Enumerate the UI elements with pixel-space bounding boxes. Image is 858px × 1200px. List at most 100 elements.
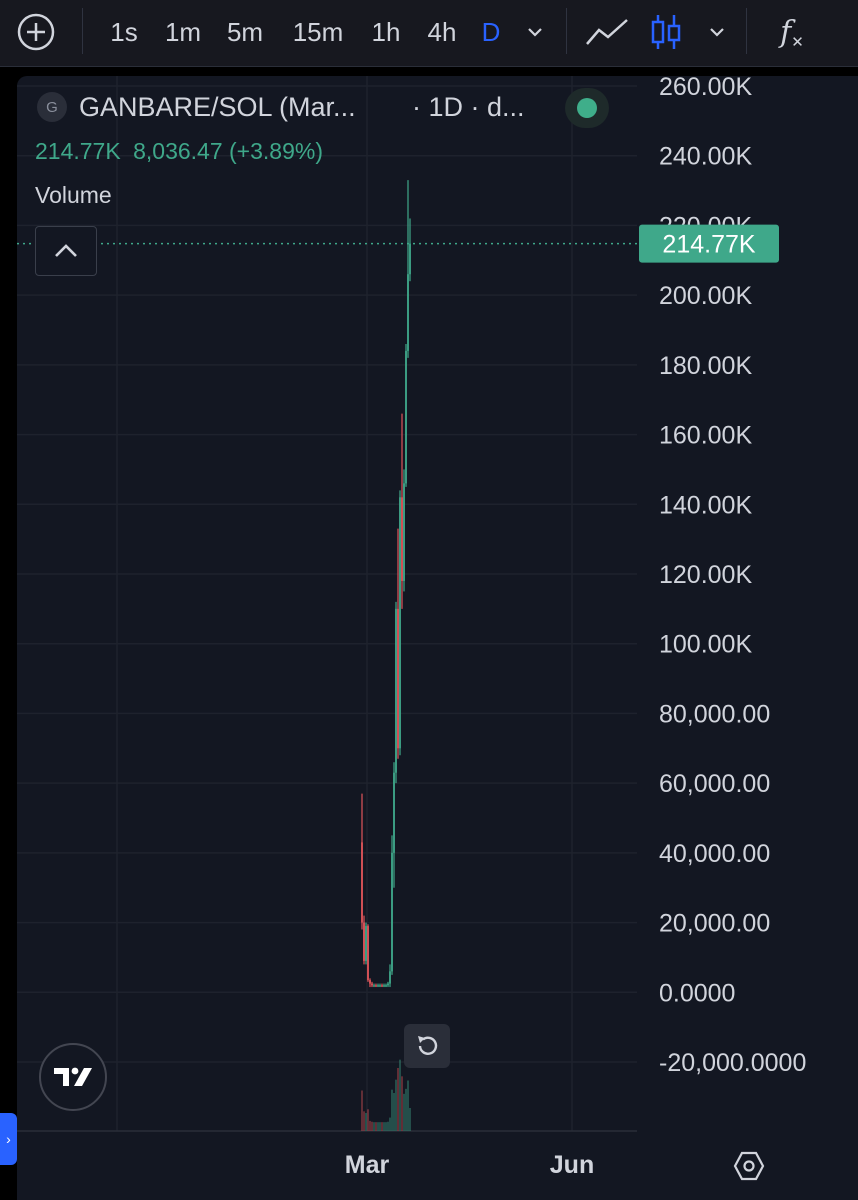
interval-15m[interactable]: 15m: [292, 16, 344, 47]
volume-bar: [395, 1079, 397, 1131]
plus-circle-icon: [17, 13, 55, 51]
toolbar-divider: [82, 8, 83, 54]
price-axis-label: 200.00K: [659, 282, 752, 310]
candle-body: [409, 243, 411, 275]
change-percent: (+3.89%): [229, 138, 323, 164]
chart-pane[interactable]: 260.00K240.00K220.00K200.00K180.00K160.0…: [17, 76, 858, 1200]
symbol-title[interactable]: GANBARE/SOL (Mar...: [79, 92, 356, 122]
line-chart-button[interactable]: [582, 16, 632, 48]
candle-body: [407, 274, 409, 351]
symbol-logo-icon: G: [37, 92, 67, 122]
candle-body: [389, 971, 391, 984]
candle-body: [387, 983, 389, 986]
volume-bar: [385, 1122, 387, 1131]
candle-body: [391, 852, 393, 972]
candle-body: [373, 985, 375, 987]
candle-body: [377, 985, 379, 987]
volume-indicator-label[interactable]: Volume: [35, 182, 112, 208]
market-status-icon: [577, 98, 597, 118]
volume-bar: [377, 1122, 379, 1131]
interval-1h[interactable]: 1h: [371, 16, 401, 47]
chevron-down-icon: [710, 28, 724, 37]
tv-logo-mark: [54, 1067, 92, 1086]
volume-bar: [393, 1093, 395, 1131]
function-icon-x: ✕: [791, 34, 804, 51]
interval-1m[interactable]: 1m: [164, 16, 202, 47]
chart-type-dropdown[interactable]: [702, 16, 732, 48]
volume-bar: [391, 1089, 393, 1131]
candle-body: [361, 842, 363, 923]
candle-body: [369, 980, 371, 984]
candles-button[interactable]: [648, 15, 684, 49]
volume-bar: [369, 1120, 371, 1131]
expand-sidebar-button[interactable]: ›: [0, 1113, 17, 1165]
volume-bar: [403, 1093, 405, 1131]
chevron-up-icon: [55, 244, 77, 257]
chevron-right-icon: ›: [6, 1131, 11, 1147]
price-axis-label: 180.00K: [659, 352, 752, 380]
last-price-badge: [639, 224, 779, 263]
time-axis-label: Mar: [345, 1151, 390, 1179]
interval-d-active[interactable]: D: [481, 16, 501, 47]
candle-body: [363, 922, 365, 961]
collapse-legend-button[interactable]: [35, 226, 97, 276]
interval-text: · 1D · d...: [412, 92, 525, 122]
chart-settings-button[interactable]: [729, 1146, 769, 1186]
volume-bar: [399, 1059, 401, 1131]
volume-bar: [371, 1121, 373, 1131]
reset-icon: [418, 1036, 438, 1055]
market-status[interactable]: [565, 88, 609, 128]
volume-bar: [387, 1121, 389, 1131]
toolbar-divider: [566, 8, 567, 54]
volume-bar: [405, 1088, 407, 1131]
candle-body: [367, 926, 369, 981]
price-chart[interactable]: 260.00K240.00K220.00K200.00K180.00K160.0…: [17, 76, 858, 1200]
candles-icon: [651, 15, 681, 49]
top-toolbar: 1s 1m 5m 15m 1h 4h D f ✕: [0, 0, 858, 67]
price-axis-label: 260.00K: [659, 76, 752, 101]
candle-body: [401, 497, 403, 581]
time-axis-label: Jun: [550, 1151, 594, 1179]
candle-body: [375, 985, 377, 987]
interval-1s[interactable]: 1s: [110, 16, 138, 47]
candle-body: [379, 985, 381, 987]
candle-body: [371, 983, 373, 986]
price-axis-label: 160.00K: [659, 422, 752, 450]
ohlc-values: 214.77K 8,036.47 (+3.89%): [35, 138, 323, 165]
price-axis-label: 40,000.00: [659, 840, 770, 868]
last-price-label: 214.77K: [662, 231, 755, 259]
add-symbol-button[interactable]: [14, 13, 58, 51]
volume-bar: [367, 1109, 369, 1131]
candle-body: [385, 985, 387, 987]
indicators-button[interactable]: f ✕: [772, 14, 812, 52]
price-axis-label: 100.00K: [659, 631, 752, 659]
price-axis-label: -20,000.0000: [659, 1049, 806, 1077]
volume-bar: [365, 1113, 367, 1131]
volume-bar: [381, 1122, 383, 1131]
volume-bar: [379, 1122, 381, 1131]
volume-bar: [375, 1122, 377, 1131]
candle-body: [405, 350, 407, 484]
tradingview-logo-icon[interactable]: [39, 1043, 107, 1111]
interval-5m[interactable]: 5m: [226, 16, 264, 47]
volume-bar: [383, 1122, 385, 1131]
candle-body: [383, 985, 385, 987]
function-icon: f: [780, 14, 792, 50]
line-chart-icon: [586, 19, 628, 45]
candle-body: [399, 497, 401, 749]
volume-bar: [401, 1076, 403, 1131]
volume-bar: [363, 1111, 365, 1131]
volume-bar: [407, 1080, 409, 1131]
chevron-down-icon: [528, 28, 542, 37]
volume-bar: [373, 1122, 375, 1131]
interval-4h[interactable]: 4h: [427, 16, 457, 47]
interval-dropdown[interactable]: [520, 16, 550, 48]
candle-body: [397, 608, 399, 749]
price-axis-label: 0.0000: [659, 979, 735, 1007]
price-axis-label: 60,000.00: [659, 770, 770, 798]
candle-body: [395, 608, 397, 773]
price-axis-label: 120.00K: [659, 561, 752, 589]
volume-bar: [389, 1117, 391, 1131]
reset-chart-button[interactable]: [404, 1024, 450, 1068]
candle-body: [365, 926, 367, 961]
